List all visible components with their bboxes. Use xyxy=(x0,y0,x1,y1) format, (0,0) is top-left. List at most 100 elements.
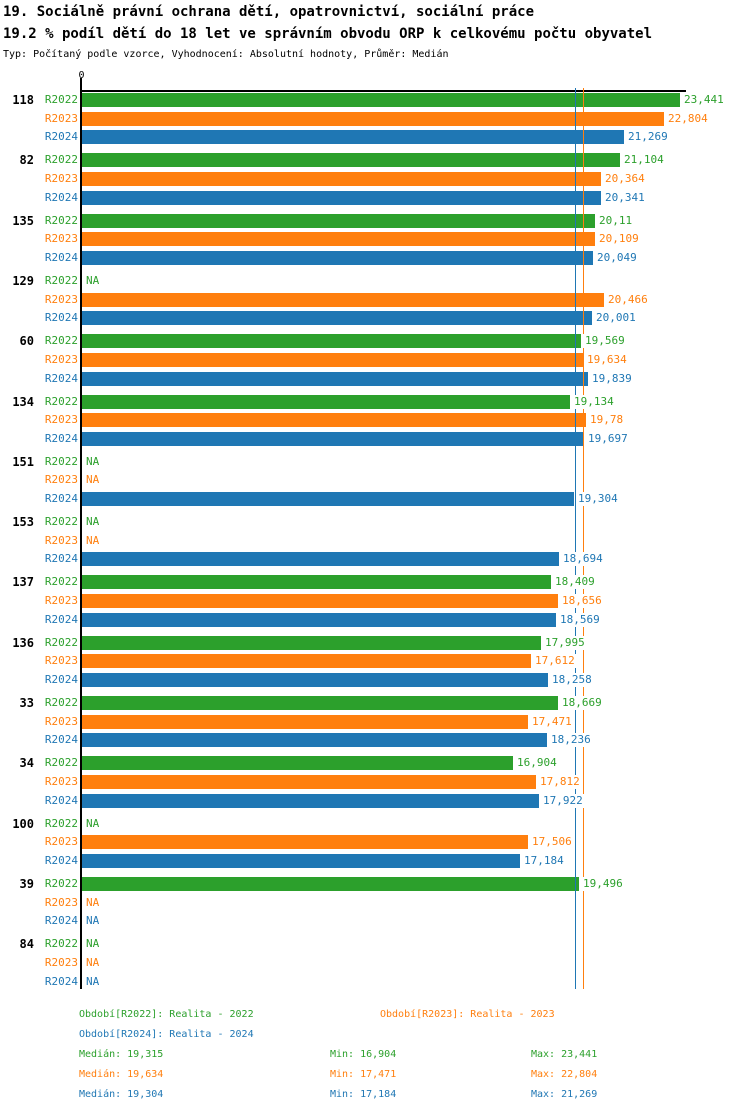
bar-value-label: 21,104 xyxy=(622,153,666,167)
bar-33-r2024 xyxy=(82,733,547,747)
legend-median-r2024: Medián: 19,304 xyxy=(79,1089,164,1100)
series-label-r2023: R2023 xyxy=(44,896,78,909)
bar-100-r2024 xyxy=(82,854,520,868)
legend-median-r2023: Medián: 19,634 xyxy=(79,1069,164,1080)
category-label: 82 xyxy=(19,153,34,167)
bar-value-label: 19,697 xyxy=(586,432,630,446)
bar-60-r2023 xyxy=(82,353,583,367)
bar-134-r2024 xyxy=(82,432,584,446)
bar-137-r2024 xyxy=(82,613,556,627)
category-label: 136 xyxy=(12,636,34,650)
series-label-r2024: R2024 xyxy=(44,552,78,565)
bar-value-label: 21,269 xyxy=(626,130,670,144)
na-label: NA xyxy=(84,937,102,951)
bar-value-label: 17,184 xyxy=(522,854,566,868)
bar-value-label: 19,569 xyxy=(583,334,627,348)
bar-134-r2022 xyxy=(82,395,570,409)
series-label-r2022: R2022 xyxy=(44,515,78,528)
bar-129-r2024 xyxy=(82,311,592,325)
series-label-r2022: R2022 xyxy=(44,696,78,709)
series-label-r2024: R2024 xyxy=(44,733,78,746)
bar-value-label: 20,109 xyxy=(597,232,641,246)
bar-134-r2023 xyxy=(82,413,586,427)
category-label: 135 xyxy=(12,214,34,228)
series-label-r2022: R2022 xyxy=(44,93,78,106)
bar-82-r2024 xyxy=(82,191,601,205)
legend-period-r2022: Období[R2022]: Realita - 2022 xyxy=(79,1009,254,1020)
category-label: 151 xyxy=(12,455,34,469)
bar-82-r2022 xyxy=(82,153,620,167)
bar-value-label: 22,804 xyxy=(666,112,710,126)
y-axis-line xyxy=(80,78,82,989)
bar-value-label: 17,612 xyxy=(533,654,577,668)
category-label: 39 xyxy=(19,877,34,891)
na-label: NA xyxy=(84,455,102,469)
category-label: 118 xyxy=(12,93,34,107)
bar-60-r2022 xyxy=(82,334,581,348)
bar-value-label: 17,471 xyxy=(530,715,574,729)
bar-value-label: 17,995 xyxy=(543,636,587,650)
legend-max-r2023: Max: 22,804 xyxy=(531,1069,598,1080)
bar-value-label: 18,236 xyxy=(549,733,593,747)
bar-value-label: 20,001 xyxy=(594,311,638,325)
page-subtitle: 19.2 % podíl dětí do 18 let ve správním … xyxy=(3,26,653,42)
bar-value-label: 17,922 xyxy=(541,794,585,808)
series-label-r2023: R2023 xyxy=(44,232,78,245)
series-label-r2022: R2022 xyxy=(44,334,78,347)
series-label-r2023: R2023 xyxy=(44,594,78,607)
series-label-r2023: R2023 xyxy=(44,956,78,969)
bar-value-label: 19,134 xyxy=(572,395,616,409)
series-label-r2023: R2023 xyxy=(44,835,78,848)
na-label: NA xyxy=(84,817,102,831)
series-label-r2023: R2023 xyxy=(44,112,78,125)
series-label-r2022: R2022 xyxy=(44,274,78,287)
bar-118-r2023 xyxy=(82,112,664,126)
na-label: NA xyxy=(84,473,102,487)
bar-value-label: 18,569 xyxy=(558,613,602,627)
bar-151-r2024 xyxy=(82,492,574,506)
series-label-r2024: R2024 xyxy=(44,794,78,807)
series-label-r2022: R2022 xyxy=(44,455,78,468)
na-label: NA xyxy=(84,956,102,970)
x-axis-zero-tick-label: 0 xyxy=(78,70,85,81)
category-label: 137 xyxy=(12,575,34,589)
na-label: NA xyxy=(84,534,102,548)
series-label-r2024: R2024 xyxy=(44,372,78,385)
bar-value-label: 18,258 xyxy=(550,673,594,687)
series-label-r2022: R2022 xyxy=(44,214,78,227)
series-label-r2024: R2024 xyxy=(44,613,78,626)
series-label-r2022: R2022 xyxy=(44,395,78,408)
bar-value-label: 19,304 xyxy=(576,492,620,506)
na-label: NA xyxy=(84,896,102,910)
legend-period-r2023: Období[R2023]: Realita - 2023 xyxy=(380,1009,555,1020)
bar-value-label: 20,11 xyxy=(597,214,635,228)
series-label-r2024: R2024 xyxy=(44,251,78,264)
bar-135-r2023 xyxy=(82,232,595,246)
na-label: NA xyxy=(84,274,102,288)
bar-136-r2023 xyxy=(82,654,531,668)
bar-129-r2023 xyxy=(82,293,604,307)
bar-34-r2022 xyxy=(82,756,513,770)
series-label-r2024: R2024 xyxy=(44,311,78,324)
median-line-r2024 xyxy=(574,88,576,989)
series-label-r2023: R2023 xyxy=(44,413,78,426)
series-label-r2022: R2022 xyxy=(44,756,78,769)
chart-meta-info: Typ: Počítaný podle vzorce, Vyhodnocení:… xyxy=(3,49,449,60)
series-label-r2024: R2024 xyxy=(44,854,78,867)
na-label: NA xyxy=(84,515,102,529)
bar-value-label: 17,506 xyxy=(530,835,574,849)
bar-value-label: 20,466 xyxy=(606,293,650,307)
series-label-r2023: R2023 xyxy=(44,293,78,306)
bar-33-r2023 xyxy=(82,715,528,729)
series-label-r2023: R2023 xyxy=(44,775,78,788)
legend-min-r2022: Min: 16,904 xyxy=(330,1049,397,1060)
series-label-r2024: R2024 xyxy=(44,432,78,445)
bar-153-r2024 xyxy=(82,552,559,566)
category-label: 100 xyxy=(12,817,34,831)
bar-100-r2023 xyxy=(82,835,528,849)
bar-value-label: 19,78 xyxy=(588,413,626,427)
series-label-r2023: R2023 xyxy=(44,715,78,728)
na-label: NA xyxy=(84,914,102,928)
x-axis-top-line xyxy=(81,90,686,92)
bar-82-r2023 xyxy=(82,172,601,186)
